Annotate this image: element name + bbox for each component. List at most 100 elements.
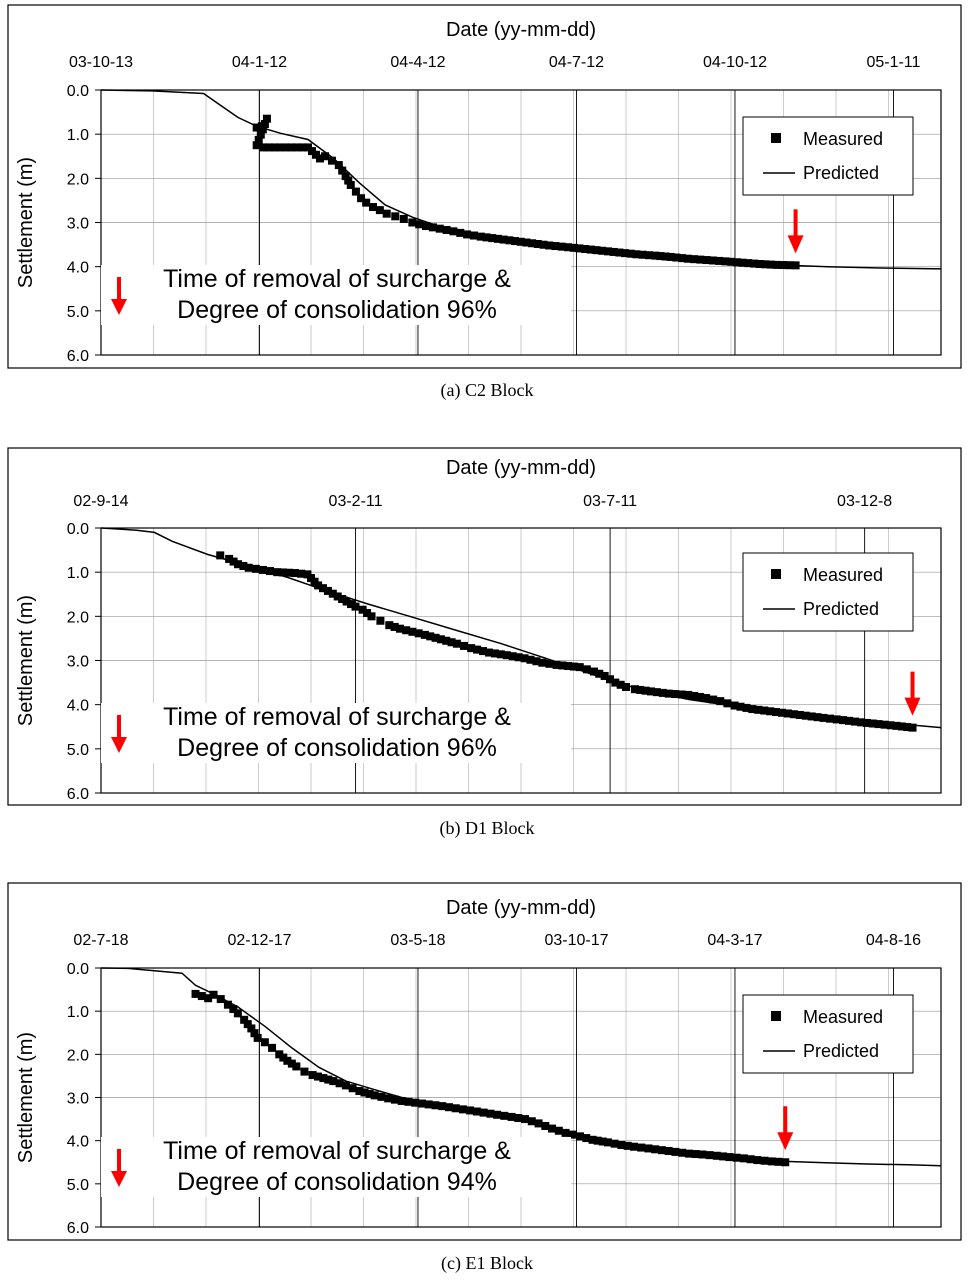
measured-point bbox=[856, 718, 865, 727]
measured-point bbox=[479, 647, 488, 656]
measured-point bbox=[490, 649, 499, 658]
measured-point bbox=[259, 143, 268, 152]
legend-label-predicted: Predicted bbox=[803, 163, 879, 183]
measured-point bbox=[319, 584, 328, 593]
chart-caption: (c) E1 Block bbox=[441, 1253, 533, 1274]
y-tick-label: 0.0 bbox=[67, 521, 89, 538]
measured-point bbox=[493, 1110, 502, 1119]
measured-point bbox=[281, 143, 290, 152]
x-tick-label: 05-1-11 bbox=[866, 54, 920, 71]
measured-point bbox=[532, 657, 541, 666]
measured-point bbox=[333, 592, 342, 601]
measured-point bbox=[252, 123, 261, 132]
measured-point bbox=[723, 699, 732, 708]
measured-point bbox=[363, 609, 372, 618]
measured-point bbox=[826, 714, 835, 723]
y-tick-label: 0.0 bbox=[67, 83, 89, 100]
measured-point bbox=[348, 1084, 357, 1093]
measured-point bbox=[458, 1105, 467, 1114]
chart-caption: (a) C2 Block bbox=[441, 380, 534, 401]
measured-point bbox=[292, 1062, 301, 1071]
measured-point bbox=[727, 257, 736, 266]
measured-point bbox=[615, 248, 624, 257]
measured-point bbox=[658, 688, 667, 697]
measured-point bbox=[630, 685, 639, 694]
measured-point bbox=[367, 612, 376, 621]
predicted-line bbox=[100, 89, 942, 270]
measured-point bbox=[609, 247, 618, 256]
measured-point bbox=[903, 723, 912, 732]
legend-label-predicted: Predicted bbox=[803, 599, 879, 619]
measured-point bbox=[377, 1092, 386, 1101]
measured-point bbox=[234, 560, 243, 569]
measured-point bbox=[276, 143, 285, 152]
measured-point bbox=[709, 695, 718, 704]
y-tick-label: 6.0 bbox=[67, 1220, 89, 1237]
measured-point bbox=[538, 658, 547, 667]
measured-point bbox=[298, 143, 307, 152]
measured-point bbox=[616, 680, 625, 689]
measured-point bbox=[476, 232, 485, 241]
measured-point bbox=[442, 226, 451, 235]
measured-point bbox=[908, 723, 917, 732]
measured-point bbox=[845, 716, 854, 725]
measured-point bbox=[265, 143, 274, 152]
measured-point bbox=[508, 652, 517, 661]
removal-arrow-icon bbox=[787, 209, 804, 254]
x-tick-label: 04-1-12 bbox=[232, 54, 287, 71]
legend-label-predicted: Predicted bbox=[803, 1041, 879, 1061]
measured-point bbox=[370, 1091, 379, 1100]
measured-point bbox=[545, 659, 554, 668]
legend-marker-measured bbox=[771, 133, 781, 143]
measured-point bbox=[526, 655, 535, 664]
measured-point bbox=[420, 630, 429, 639]
measured-point bbox=[431, 633, 440, 642]
measured-point bbox=[486, 1109, 495, 1118]
measured-point bbox=[290, 569, 299, 578]
measured-point bbox=[275, 1050, 284, 1059]
measured-point bbox=[315, 154, 324, 163]
plot-area bbox=[100, 527, 942, 794]
measured-point bbox=[233, 1009, 242, 1018]
measured-point bbox=[319, 1074, 328, 1083]
y-tick-label: 2.0 bbox=[67, 609, 89, 626]
measured-point bbox=[564, 243, 573, 252]
measured-point bbox=[442, 636, 451, 645]
y-tick-label: 3.0 bbox=[67, 216, 89, 233]
measured-point bbox=[862, 718, 871, 727]
annotation-arrow-icon bbox=[111, 277, 127, 315]
measured-point bbox=[807, 712, 816, 721]
measured-point bbox=[621, 249, 630, 258]
measured-point bbox=[324, 1075, 333, 1084]
measured-point bbox=[500, 1111, 509, 1120]
measured-point bbox=[557, 242, 566, 251]
measured-point bbox=[839, 716, 848, 725]
measured-point bbox=[191, 989, 200, 998]
removal-arrow-icon bbox=[904, 671, 921, 716]
measured-series bbox=[216, 551, 917, 732]
legend-box bbox=[742, 116, 914, 196]
measured-point bbox=[252, 141, 261, 150]
measured-point bbox=[598, 1137, 607, 1146]
measured-point bbox=[347, 600, 356, 609]
measured-point bbox=[632, 250, 641, 259]
measured-point bbox=[552, 660, 561, 669]
measured-point bbox=[507, 1112, 516, 1121]
measured-point bbox=[314, 581, 323, 590]
measured-point bbox=[417, 1099, 426, 1108]
measured-point bbox=[593, 1136, 602, 1145]
measured-point bbox=[408, 218, 417, 227]
measured-point bbox=[344, 176, 353, 185]
x-tick-label: 03-2-11 bbox=[329, 493, 383, 510]
measured-point bbox=[767, 1157, 776, 1166]
measured-point bbox=[283, 1056, 292, 1065]
measured-point bbox=[545, 241, 554, 250]
y-tick-label: 4.0 bbox=[67, 698, 89, 715]
measured-point bbox=[300, 1067, 309, 1076]
measured-point bbox=[256, 130, 265, 139]
measured-point bbox=[408, 627, 417, 636]
x-tick-label: 04-3-17 bbox=[707, 932, 762, 949]
y-tick-label: 4.0 bbox=[67, 1134, 89, 1151]
x-tick-label: 04-7-12 bbox=[549, 54, 604, 71]
